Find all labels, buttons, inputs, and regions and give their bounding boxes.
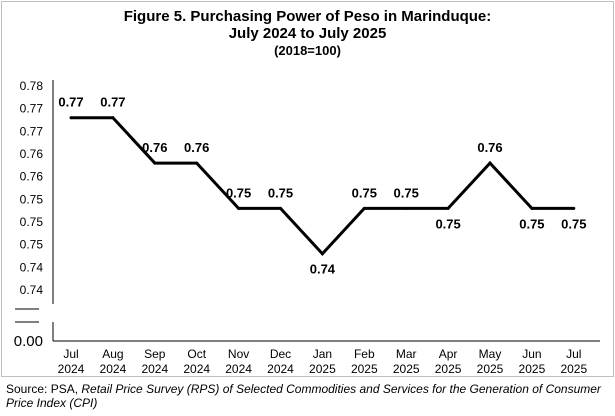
source-prefix: Source: PSA, bbox=[6, 382, 82, 396]
chart-subtitle: July 2024 to July 2025 bbox=[228, 25, 387, 42]
y-tick-label: 0.77 bbox=[20, 124, 44, 138]
x-tick-year: 2025 bbox=[560, 362, 587, 376]
data-label: 0.76 bbox=[477, 140, 502, 155]
x-tick-year: 2024 bbox=[58, 362, 85, 376]
data-point bbox=[237, 206, 241, 210]
x-tick-month: Sep bbox=[144, 347, 166, 361]
chart-base-note: (2018=100) bbox=[274, 43, 341, 58]
source-title: Retail Price Survey (RPS) of Selected Co… bbox=[6, 382, 601, 410]
x-tick-month: May bbox=[479, 347, 502, 361]
line-chart: 0.74 0.74 0.75 0.75 0.75 0.76 0.76 0.77 0.77 0.78… bbox=[14, 79, 600, 376]
x-tick-year: 2024 bbox=[100, 362, 127, 376]
data-point bbox=[530, 206, 534, 210]
data-label: 0.75 bbox=[394, 185, 419, 200]
x-tick-year: 2025 bbox=[477, 362, 504, 376]
y-tick-label: 0.75 bbox=[20, 238, 44, 252]
y-zero-label: 0.00 bbox=[14, 333, 43, 350]
x-axis: Jul2024Aug2024Sep2024Oct2024Nov2024Dec20… bbox=[53, 340, 600, 376]
x-tick-month: Jun bbox=[522, 347, 541, 361]
y-tick-label: 0.74 bbox=[20, 283, 44, 297]
y-tick-label: 0.76 bbox=[20, 170, 44, 184]
x-tick-month: Jul bbox=[63, 347, 78, 361]
x-tick-month: Aug bbox=[102, 347, 123, 361]
x-tick-year: 2024 bbox=[141, 362, 168, 376]
x-tick-month: Apr bbox=[439, 347, 458, 361]
y-tick-label: 0.77 bbox=[20, 102, 44, 116]
data-label: 0.77 bbox=[100, 95, 125, 110]
y-tick-label: 0.78 bbox=[20, 79, 44, 93]
chart-title: Figure 5. Purchasing Power of Peso in Ma… bbox=[123, 8, 492, 25]
x-tick-month: Jan bbox=[313, 347, 332, 361]
x-tick-month: Dec bbox=[270, 347, 291, 361]
data-label: 0.75 bbox=[561, 216, 586, 231]
data-label: 0.75 bbox=[268, 185, 293, 200]
x-tick-month: Jul bbox=[566, 347, 581, 361]
y-tick-label: 0.74 bbox=[20, 260, 44, 274]
data-point bbox=[488, 161, 492, 165]
data-label: 0.76 bbox=[184, 140, 209, 155]
data-point bbox=[572, 206, 576, 210]
data-label: 0.75 bbox=[352, 185, 377, 200]
chart-frame bbox=[1, 1, 614, 377]
series-line bbox=[71, 116, 574, 256]
x-tick-year: 2024 bbox=[267, 362, 294, 376]
x-tick-year: 2024 bbox=[183, 362, 210, 376]
y-tick-label: 0.75 bbox=[20, 192, 44, 206]
data-label: 0.75 bbox=[226, 185, 251, 200]
data-point bbox=[320, 252, 324, 256]
data-point bbox=[111, 116, 115, 120]
x-tick-month: Mar bbox=[396, 347, 417, 361]
x-tick-year: 2025 bbox=[435, 362, 462, 376]
data-label: 0.77 bbox=[58, 95, 83, 110]
x-tick-year: 2024 bbox=[225, 362, 252, 376]
data-point bbox=[279, 206, 282, 210]
y-tick-label: 0.75 bbox=[20, 215, 44, 229]
x-tick-month: Nov bbox=[228, 347, 249, 361]
x-tick-year: 2025 bbox=[351, 362, 378, 376]
x-tick-year: 2025 bbox=[309, 362, 336, 376]
y-tick-label: 0.76 bbox=[20, 147, 44, 161]
x-tick-year: 2025 bbox=[393, 362, 420, 376]
y-axis: 0.74 0.74 0.75 0.75 0.75 0.76 0.76 0.77 0.77 0.78… bbox=[14, 79, 54, 350]
data-label: 0.75 bbox=[519, 216, 544, 231]
x-tick-month: Oct bbox=[187, 347, 206, 361]
data-label: 0.76 bbox=[142, 140, 167, 155]
x-tick-year: 2025 bbox=[519, 362, 546, 376]
data-point bbox=[69, 116, 73, 120]
x-tick-month: Feb bbox=[354, 347, 375, 361]
data-point bbox=[362, 206, 366, 210]
data-point bbox=[195, 161, 199, 165]
data-label: 0.74 bbox=[310, 262, 336, 277]
chart-title-block: Figure 5. Purchasing Power of Peso in Ma… bbox=[0, 8, 615, 59]
series-layer: 0.77 0.77 0.76 0.76 0.75 0.75 0.74 0.75 0.75 0.75… bbox=[58, 95, 586, 277]
source-note: Source: PSA, Retail Price Survey (RPS) o… bbox=[6, 382, 611, 410]
data-point bbox=[153, 161, 157, 165]
data-label: 0.75 bbox=[435, 216, 460, 231]
data-point bbox=[446, 206, 450, 210]
data-point bbox=[404, 206, 408, 210]
